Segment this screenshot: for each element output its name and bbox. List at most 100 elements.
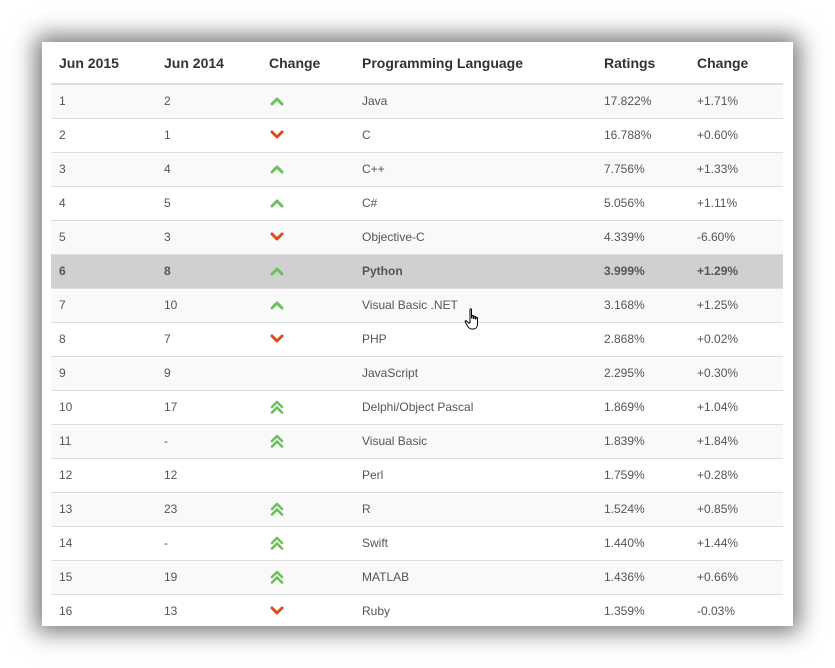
rank-2015-cell: 4 (51, 185, 156, 220)
table-row[interactable]: 13 23 R 1.524% +0.85% (51, 491, 783, 526)
double-chevron-up-icon (270, 502, 284, 516)
chevron-up-icon (270, 97, 284, 106)
chevron-up-icon (269, 300, 354, 310)
rank-2015-cell: 16 (51, 593, 156, 626)
chevron-up-icon (269, 96, 354, 106)
chevron-down-icon (269, 606, 354, 616)
language-cell: Visual Basic .NET (354, 287, 596, 322)
chevron-up-icon (269, 266, 354, 276)
header-row: Jun 2015 Jun 2014 Change Programming Lan… (51, 42, 783, 85)
language-cell: Objective-C (354, 219, 596, 254)
chevron-up-icon (270, 199, 284, 208)
table-row[interactable]: 8 7 PHP 2.868% +0.02% (51, 321, 783, 356)
ratings-cell: 1.759% (596, 457, 689, 492)
ratings-cell: 1.440% (596, 525, 689, 560)
change-percent-cell: +1.11% (689, 185, 783, 220)
change-percent-cell: +0.28% (689, 457, 783, 492)
rank-2014-cell: 23 (156, 491, 261, 526)
change-percent-cell: +1.33% (689, 151, 783, 186)
rank-2015-cell: 14 (51, 525, 156, 560)
chevron-down-icon (270, 606, 284, 615)
change-percent-cell: +1.71% (689, 83, 783, 118)
table-window: Jun 2015 Jun 2014 Change Programming Lan… (42, 42, 793, 626)
ratings-cell: 3.999% (596, 253, 689, 288)
language-cell: Ruby (354, 593, 596, 626)
language-cell: Visual Basic (354, 423, 596, 458)
header-jun-2014[interactable]: Jun 2014 (156, 42, 261, 85)
table-row[interactable]: 4 5 C# 5.056% +1.11% (51, 185, 783, 220)
table-row[interactable]: 16 13 Ruby 1.359% -0.03% (51, 593, 783, 626)
table-row[interactable]: 14- Swift 1.440% +1.44% (51, 525, 783, 560)
table-row[interactable]: 2 1 C 16.788% +0.60% (51, 117, 783, 152)
table-row[interactable]: 1 2 Java 17.822% +1.71% (51, 83, 783, 118)
table-row[interactable]: 9 9 JavaScript 2.295% +0.30% (51, 355, 783, 390)
rank-2015-cell: 12 (51, 457, 156, 492)
ratings-cell: 1.524% (596, 491, 689, 526)
chevron-up-icon (270, 301, 284, 310)
trend-cell (261, 287, 354, 322)
table-row[interactable]: 5 3 Objective-C 4.339% -6.60% (51, 219, 783, 254)
table-row[interactable]: 6 8 Python 3.999% +1.29% (51, 253, 783, 288)
change-percent-cell: -6.60% (689, 219, 783, 254)
chevron-down-icon (269, 232, 354, 242)
trend-cell (261, 253, 354, 288)
table-row[interactable]: 15 19 MATLAB 1.436% +0.66% (51, 559, 783, 594)
chevron-up-icon (269, 198, 354, 208)
rank-2014-cell: 7 (156, 321, 261, 356)
header-change-trend[interactable]: Change (261, 42, 354, 85)
change-percent-cell: +1.84% (689, 423, 783, 458)
rank-2014-cell: 2 (156, 83, 261, 118)
table-row[interactable]: 10 17 Delphi/Object Pascal 1.869% +1.04% (51, 389, 783, 424)
trend-cell (261, 491, 354, 526)
chevron-up-icon (270, 267, 284, 276)
chevron-down-icon (269, 334, 354, 344)
header-jun-2015[interactable]: Jun 2015 (51, 42, 156, 85)
header-ratings[interactable]: Ratings (596, 42, 689, 85)
rank-2015-cell: 11 (51, 423, 156, 458)
rank-2014-cell: 8 (156, 253, 261, 288)
double-chevron-up-icon (269, 536, 354, 550)
table-row[interactable]: 11- Visual Basic 1.839% +1.84% (51, 423, 783, 458)
table-body: 1 2 Java 17.822% +1.71% 2 1 C 16.788% +0.60% 3 4 C++… (51, 83, 783, 626)
rank-2015-cell: 1 (51, 83, 156, 118)
rank-2014-cell: 13 (156, 593, 261, 626)
table-header: Jun 2015 Jun 2014 Change Programming Lan… (51, 42, 783, 85)
table-row[interactable]: 12 12 Perl 1.759% +0.28% (51, 457, 783, 492)
double-chevron-up-icon (269, 570, 354, 584)
chevron-up-icon (270, 165, 284, 174)
ratings-cell: 1.359% (596, 593, 689, 626)
ratings-cell: 3.168% (596, 287, 689, 322)
change-percent-cell: +0.85% (689, 491, 783, 526)
trend-cell (261, 457, 354, 492)
double-chevron-up-icon (269, 434, 354, 448)
rank-2014-cell: 3 (156, 219, 261, 254)
language-cell: Python (354, 253, 596, 288)
trend-cell (261, 355, 354, 390)
change-percent-cell: +1.44% (689, 525, 783, 560)
chevron-down-icon (270, 232, 284, 241)
double-chevron-up-icon (270, 400, 284, 414)
rank-2014-cell: - (156, 423, 261, 458)
trend-cell (261, 593, 354, 626)
ratings-cell: 5.056% (596, 185, 689, 220)
rank-2015-cell: 2 (51, 117, 156, 152)
trend-cell (261, 117, 354, 152)
table-row[interactable]: 7 10 Visual Basic .NET 3.168% +1.25% (51, 287, 783, 322)
language-cell: C++ (354, 151, 596, 186)
double-chevron-up-icon (270, 536, 284, 550)
language-cell: JavaScript (354, 355, 596, 390)
language-cell: PHP (354, 321, 596, 356)
ratings-cell: 1.839% (596, 423, 689, 458)
ratings-cell: 17.822% (596, 83, 689, 118)
chevron-down-icon (270, 334, 284, 343)
ratings-cell: 1.436% (596, 559, 689, 594)
ratings-cell: 16.788% (596, 117, 689, 152)
chevron-up-icon (269, 164, 354, 174)
header-change-percent[interactable]: Change (689, 42, 783, 85)
header-programming-language[interactable]: Programming Language (354, 42, 596, 85)
ranking-table: Jun 2015 Jun 2014 Change Programming Lan… (51, 42, 783, 626)
rank-2014-cell: 4 (156, 151, 261, 186)
language-cell: Delphi/Object Pascal (354, 389, 596, 424)
table-row[interactable]: 3 4 C++ 7.756% +1.33% (51, 151, 783, 186)
rank-2015-cell: 8 (51, 321, 156, 356)
